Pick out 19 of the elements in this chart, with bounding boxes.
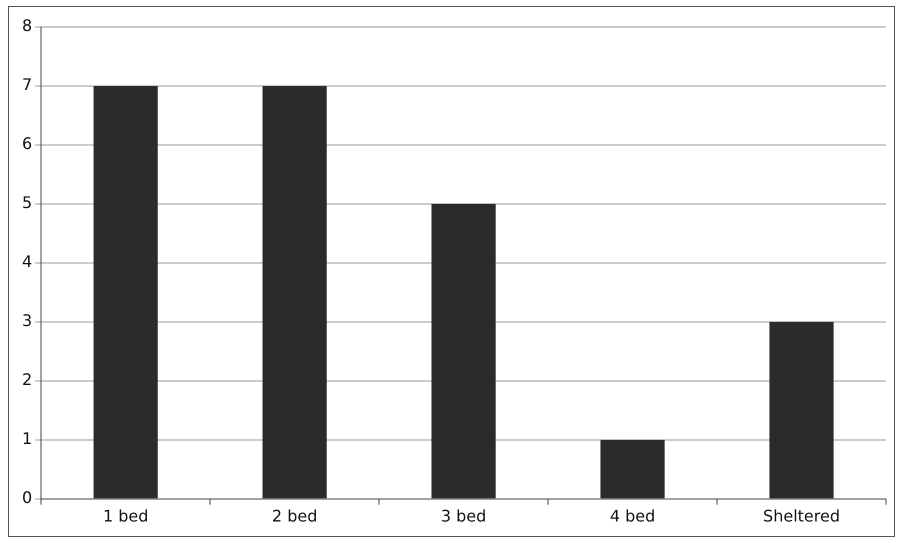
y-tick-label: 3 (22, 311, 32, 330)
y-tick-label: 0 (22, 488, 32, 507)
x-tick-label: Sheltered (763, 506, 840, 526)
y-tick-label: 4 (22, 252, 32, 272)
x-tick-label: 3 bed (440, 506, 486, 526)
y-tick-label: 6 (22, 134, 32, 154)
y-tick-label: 2 (22, 370, 32, 390)
y-tick-label: 7 (22, 75, 32, 94)
x-tick-label: 4 bed (610, 506, 656, 526)
bar (262, 86, 327, 498)
x-tick-label: 2 bed (272, 506, 318, 526)
y-tick-label: 8 (22, 16, 32, 36)
y-tick-label: 5 (22, 193, 32, 212)
x-tick-label: 1 bed (102, 506, 148, 526)
bar (431, 204, 496, 498)
y-tick-label: 1 (22, 428, 32, 448)
bar (600, 440, 665, 498)
bar (94, 86, 158, 498)
bar (769, 322, 834, 498)
